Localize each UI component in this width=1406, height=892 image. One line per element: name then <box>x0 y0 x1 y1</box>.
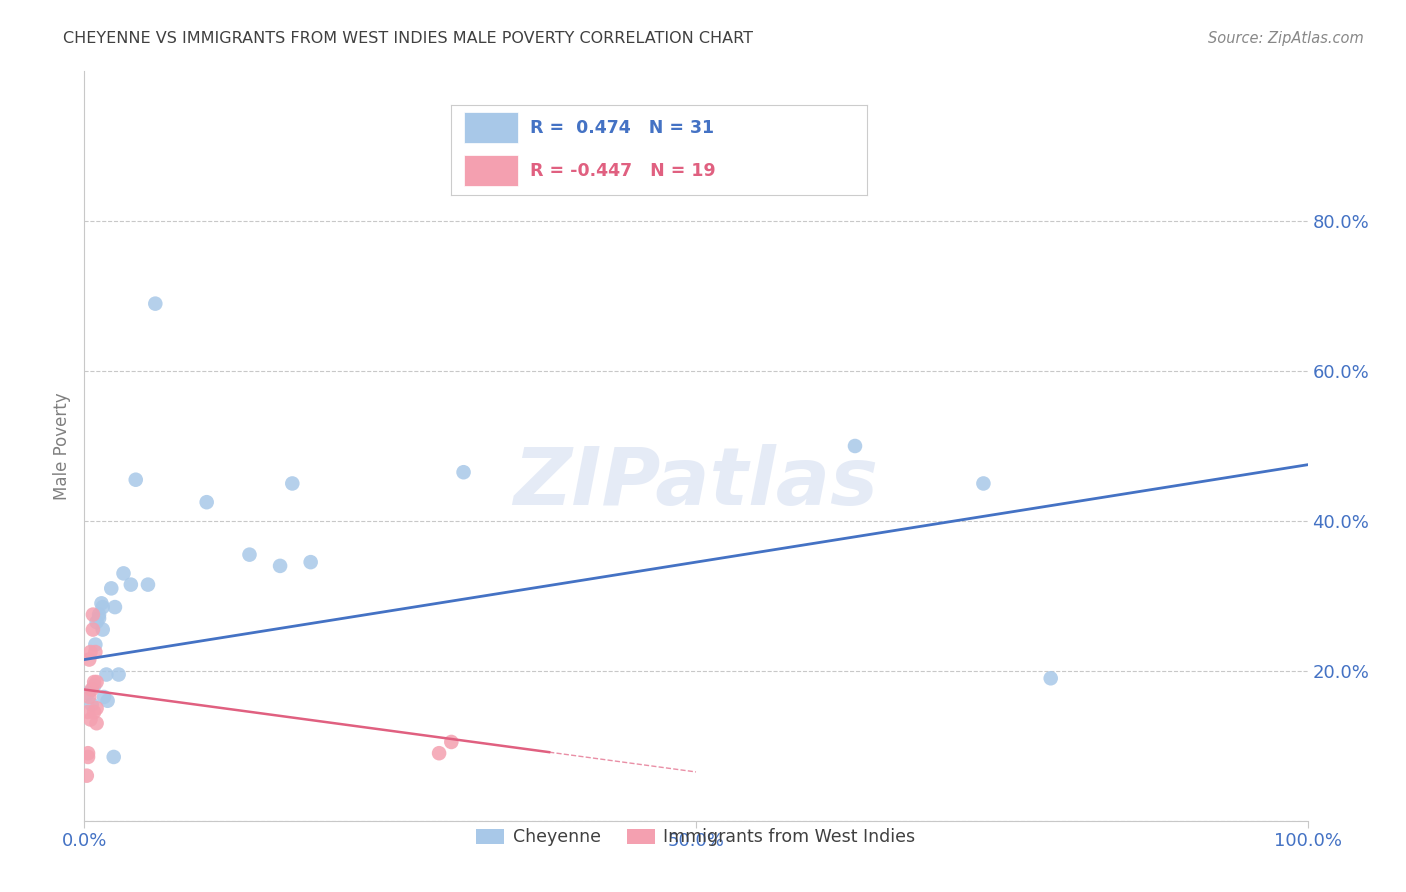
Point <box>86 675 108 690</box>
Point <box>136 577 159 591</box>
Point <box>84 645 107 659</box>
Point <box>125 473 148 487</box>
Point <box>453 465 475 479</box>
Y-axis label: Male Poverty: Male Poverty <box>53 392 72 500</box>
Point <box>103 750 125 764</box>
Point <box>77 652 100 666</box>
Point <box>76 769 98 783</box>
Point <box>90 596 112 610</box>
Point <box>80 682 103 697</box>
Point <box>86 716 108 731</box>
Point <box>82 623 104 637</box>
Point <box>93 690 115 704</box>
Point <box>84 638 107 652</box>
Point <box>87 607 110 622</box>
Legend: Cheyenne, Immigrants from West Indies: Cheyenne, Immigrants from West Indies <box>470 822 922 853</box>
Point <box>83 675 105 690</box>
Point <box>86 615 108 629</box>
Point <box>143 296 166 310</box>
Point <box>86 701 108 715</box>
Text: CHEYENNE VS IMMIGRANTS FROM WEST INDIES MALE POVERTY CORRELATION CHART: CHEYENNE VS IMMIGRANTS FROM WEST INDIES … <box>63 31 754 46</box>
Point <box>427 746 450 760</box>
Point <box>269 558 291 573</box>
Point <box>82 607 104 622</box>
Point <box>79 713 101 727</box>
Point <box>120 577 142 591</box>
Point <box>100 582 122 596</box>
Point <box>77 690 100 704</box>
Point <box>96 667 118 681</box>
Point <box>77 750 100 764</box>
Point <box>97 694 120 708</box>
Point <box>87 611 110 625</box>
Point <box>83 705 105 719</box>
Point <box>238 548 260 562</box>
Point <box>281 476 304 491</box>
Text: Source: ZipAtlas.com: Source: ZipAtlas.com <box>1208 31 1364 46</box>
Point <box>79 645 101 659</box>
Point <box>107 667 129 681</box>
Point <box>77 686 100 700</box>
Point <box>972 476 994 491</box>
Text: ZIPatlas: ZIPatlas <box>513 444 879 523</box>
Point <box>83 679 105 693</box>
Point <box>104 600 127 615</box>
Point <box>299 555 322 569</box>
Point <box>80 698 103 712</box>
Point <box>112 566 135 581</box>
Point <box>1039 671 1062 685</box>
Point <box>77 746 100 760</box>
Point <box>77 705 100 719</box>
Point <box>195 495 218 509</box>
Point <box>440 735 463 749</box>
Point <box>91 623 114 637</box>
Point <box>844 439 866 453</box>
Point <box>91 600 114 615</box>
